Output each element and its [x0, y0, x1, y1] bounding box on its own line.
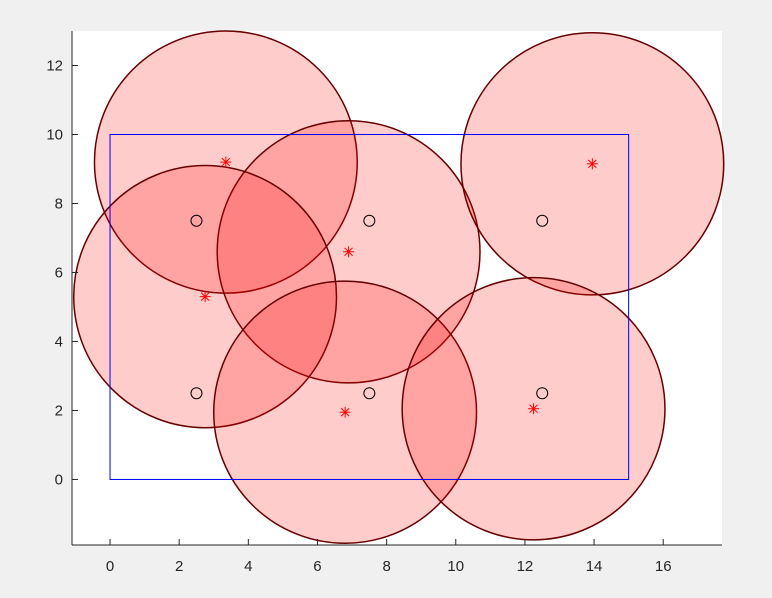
- star-marker: [586, 158, 598, 170]
- boundary-rectangle: [109, 133, 630, 480]
- x-tick-label: 2: [175, 558, 183, 575]
- circle-markers-layer: [190, 214, 549, 400]
- x-tick-label: 0: [106, 558, 114, 575]
- x-tick-label: 4: [244, 558, 252, 575]
- y-tick-label: 12: [46, 57, 63, 74]
- x-ticks-layer: 0 2 4 6 8 10 12 14 16: [106, 539, 672, 575]
- y-ticks-layer: 0 2 4 6 8 10 12: [46, 57, 78, 488]
- axes-layer: [71, 31, 722, 546]
- star-markers-layer: [199, 156, 598, 418]
- star-marker: [528, 403, 540, 415]
- star-marker: [220, 156, 232, 168]
- x-tick-label: 16: [655, 558, 672, 575]
- y-tick-label: 2: [55, 402, 63, 419]
- x-tick-label: 14: [586, 558, 603, 575]
- circle-marker: [363, 387, 376, 400]
- x-tick-label: 10: [447, 558, 464, 575]
- x-tick-label: 12: [517, 558, 534, 575]
- circle-marker: [536, 214, 549, 227]
- plot-area-background: [72, 31, 722, 545]
- star-marker: [343, 246, 355, 258]
- star-marker: [199, 291, 211, 303]
- circle-marker: [190, 387, 203, 400]
- circle-marker: [363, 214, 376, 227]
- y-tick-label: 8: [55, 195, 63, 212]
- boundary-rectangle-layer: [109, 133, 630, 480]
- star-marker: [339, 406, 351, 418]
- y-tick-label: 0: [55, 471, 63, 488]
- y-tick-label: 6: [55, 264, 63, 281]
- x-tick-label: 6: [313, 558, 321, 575]
- y-tick-label: 4: [55, 333, 63, 350]
- circle-marker: [536, 387, 549, 400]
- x-tick-label: 8: [382, 558, 390, 575]
- y-tick-label: 10: [46, 126, 63, 143]
- circle-marker: [190, 214, 203, 227]
